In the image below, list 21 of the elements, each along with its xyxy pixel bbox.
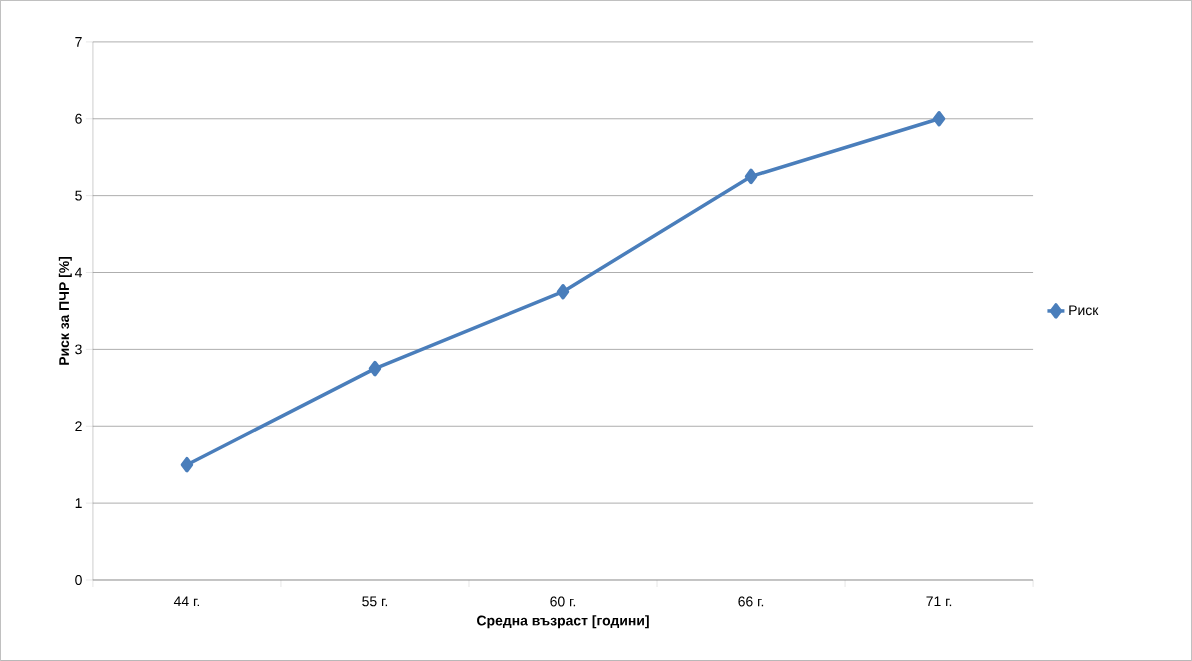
point <box>932 111 946 127</box>
y-tick-label: 2 <box>75 421 82 432</box>
x-tick-label: 55 г. <box>362 596 388 607</box>
y-tick-label: 6 <box>75 113 82 124</box>
y-tick-label: 4 <box>74 267 82 278</box>
y-tick-label: 7 <box>75 37 82 47</box>
point <box>180 456 194 473</box>
point <box>368 360 382 377</box>
point <box>744 168 758 185</box>
y-axis-title: Риск за ПЧР [%] <box>58 256 72 365</box>
x-axis-title: Средна възраст [години] <box>477 615 649 629</box>
point <box>556 284 570 300</box>
legend-label: Риск <box>1069 305 1099 316</box>
x-tick-label: 60 г. <box>550 596 576 607</box>
y-tick-label: 1 <box>75 498 82 508</box>
y-tick-label: 5 <box>75 190 82 201</box>
x-tick-label: 66 г. <box>738 596 764 607</box>
x-tick-label: 71 г. <box>926 596 952 607</box>
x-tick-label: 44 г. <box>173 596 199 607</box>
y-tick-label: 0 <box>75 575 82 585</box>
y-tick-label: 3 <box>75 344 82 355</box>
